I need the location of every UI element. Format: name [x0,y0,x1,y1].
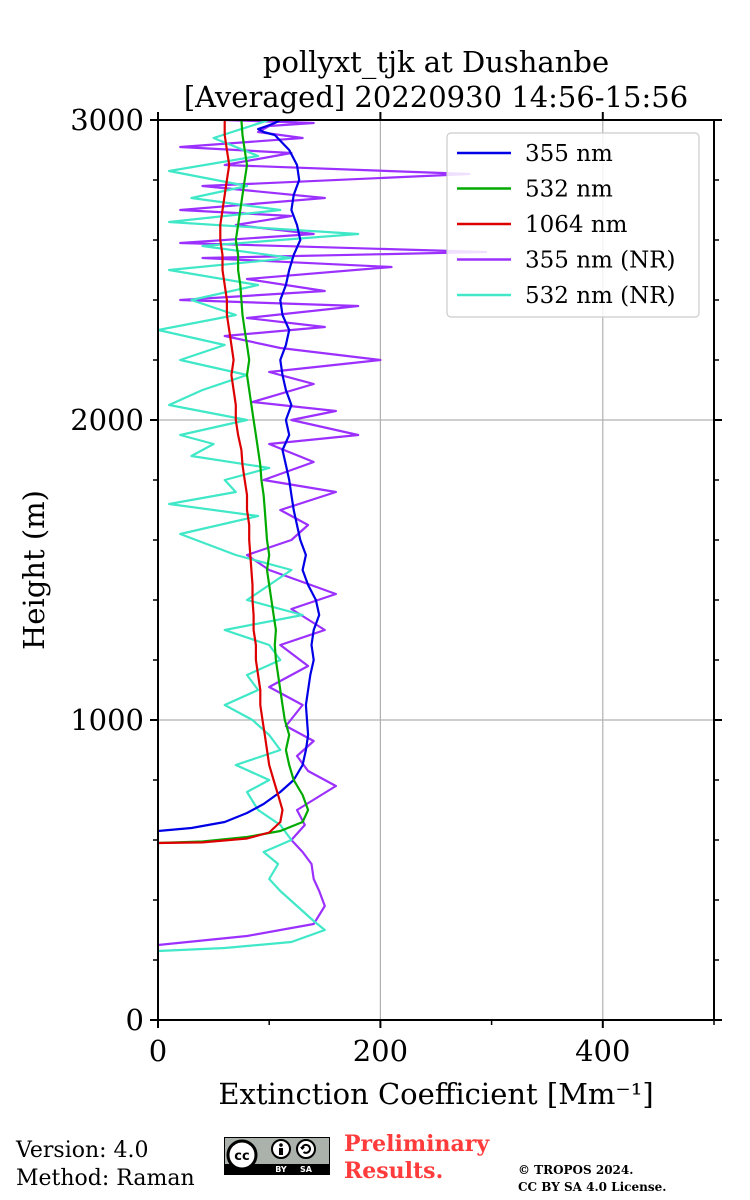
series-line-532-nm [158,120,310,845]
cc-icon: cc [226,1139,258,1171]
legend: 355 nm 532 nm 1064 nm 355 nm (NR) 532 nm (NR… [446,132,700,318]
x-tick-label: 200 [353,1034,408,1068]
legend-box [446,132,700,318]
attribution-icon [271,1139,291,1159]
x-tick-label: 0 [149,1034,167,1068]
legend-label: 532 nm (NR) [525,283,676,309]
y-tick-label: 0 [126,1003,144,1037]
x-axis-label: Extinction Coefficient [Mm⁻¹] [218,1077,653,1111]
series-line-532-nm-nr- [158,120,360,953]
badge-by-text: BY [275,1165,287,1174]
badge-sa-text: SA [300,1165,313,1174]
chart-title-line1: pollyxt_tjk at Dushanbe [263,45,609,80]
series-line-355-nm [158,120,321,833]
plot-frame [157,119,715,1021]
legend-label: 1064 nm [525,212,628,238]
license-label: CC BY SA 4.0 License. [518,1180,667,1194]
legend-label: 355 nm (NR) [525,248,676,274]
chart-title-line2: [Averaged] 20220930 14:56-15:56 [184,80,688,114]
series-lines [158,120,488,953]
preliminary-label: Preliminary [344,1131,490,1157]
share-alike-icon [296,1139,316,1159]
svg-text:cc: cc [234,1149,249,1164]
copyright-label: © TROPOS 2024. [518,1163,634,1177]
legend-label: 355 nm [525,141,613,167]
version-label: Version: 4.0 [16,1138,149,1163]
y-tick-label: 3000 [70,103,144,137]
method-label: Method: Raman [16,1166,195,1191]
y-tick-label: 1000 [70,703,144,737]
y-axis-label: Height (m) [17,490,51,650]
results-label: Results. [344,1158,444,1184]
series-line-355-nm-nr- [158,120,488,947]
extinction-chart: pollyxt_tjk at Dushanbe [Averaged] 20220… [17,45,722,1111]
y-tick-label: 2000 [70,403,144,437]
x-tick-label: 400 [575,1034,630,1068]
cc-license-badge: cc BY SA [224,1137,330,1175]
tick-labels: 0 200 400 0 1000 2000 3000 [70,103,630,1068]
axis-ticks [150,112,722,1028]
series-line-1064-nm [158,120,284,845]
legend-label: 532 nm [525,177,613,203]
